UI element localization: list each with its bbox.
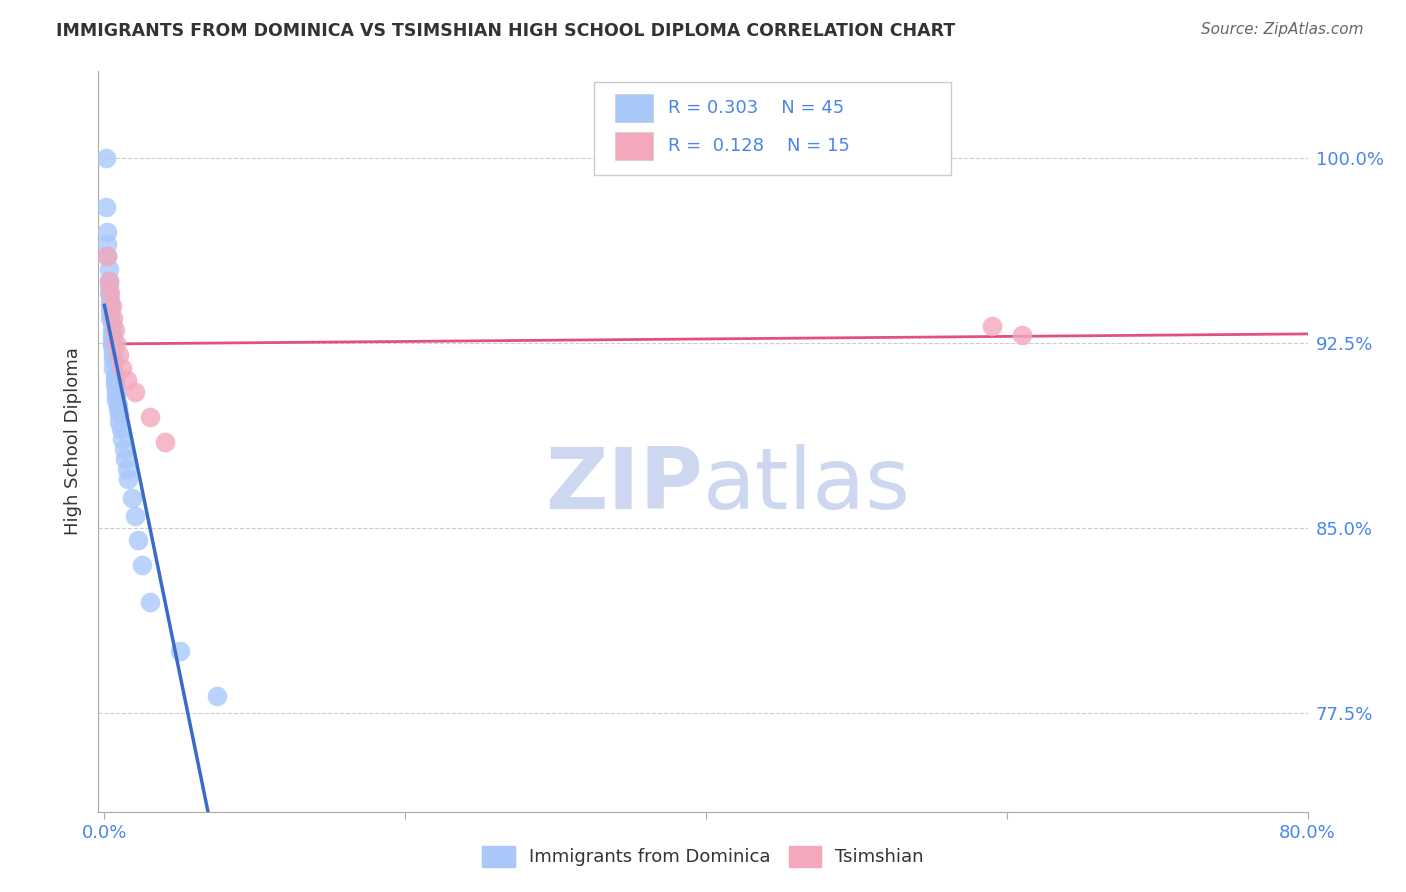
- Text: atlas: atlas: [703, 444, 911, 527]
- Point: [104, 373, 127, 387]
- Point: [121, 491, 143, 506]
- Point: [97, 279, 120, 293]
- Point: [112, 442, 135, 456]
- FancyBboxPatch shape: [614, 132, 654, 161]
- Legend: Immigrants from Dominica, Tsimshian: Immigrants from Dominica, Tsimshian: [475, 838, 931, 874]
- Point: [110, 422, 132, 436]
- Point: [97, 261, 120, 276]
- Point: [104, 323, 127, 337]
- Point: [105, 387, 128, 401]
- Point: [103, 343, 125, 358]
- Point: [131, 558, 153, 572]
- Point: [108, 408, 131, 422]
- Point: [100, 286, 122, 301]
- Point: [114, 451, 136, 466]
- Point: [101, 316, 124, 330]
- Text: ZIP: ZIP: [546, 444, 703, 527]
- Point: [980, 318, 1002, 333]
- Point: [96, 249, 118, 263]
- Y-axis label: High School Diploma: High School Diploma: [65, 348, 83, 535]
- Point: [96, 237, 118, 252]
- Point: [96, 225, 118, 239]
- Point: [1011, 328, 1033, 343]
- Point: [100, 311, 122, 326]
- Point: [117, 471, 139, 485]
- Point: [107, 397, 129, 411]
- Point: [100, 293, 122, 308]
- Point: [115, 373, 138, 387]
- Point: [103, 360, 125, 375]
- Point: [96, 249, 118, 263]
- Point: [101, 328, 124, 343]
- Point: [127, 533, 149, 548]
- Point: [100, 299, 122, 313]
- Point: [153, 434, 176, 449]
- Point: [111, 432, 134, 446]
- Point: [94, 200, 117, 214]
- Point: [97, 274, 120, 288]
- Point: [105, 383, 128, 397]
- Point: [104, 368, 127, 382]
- FancyBboxPatch shape: [614, 94, 654, 121]
- Point: [101, 338, 124, 352]
- Point: [111, 360, 134, 375]
- Point: [100, 303, 122, 318]
- Point: [105, 335, 128, 350]
- FancyBboxPatch shape: [595, 82, 950, 175]
- Point: [107, 402, 129, 417]
- Point: [105, 392, 128, 407]
- Text: Source: ZipAtlas.com: Source: ZipAtlas.com: [1201, 22, 1364, 37]
- Text: R =  0.128    N = 15: R = 0.128 N = 15: [668, 137, 849, 155]
- Point: [97, 286, 120, 301]
- Point: [101, 323, 124, 337]
- Point: [108, 415, 131, 429]
- Text: R = 0.303    N = 45: R = 0.303 N = 45: [668, 99, 844, 117]
- Point: [103, 348, 125, 362]
- Point: [103, 311, 125, 326]
- Point: [138, 595, 160, 609]
- Point: [94, 151, 117, 165]
- Point: [124, 508, 146, 523]
- Point: [108, 348, 131, 362]
- Point: [101, 334, 124, 348]
- Text: IMMIGRANTS FROM DOMINICA VS TSIMSHIAN HIGH SCHOOL DIPLOMA CORRELATION CHART: IMMIGRANTS FROM DOMINICA VS TSIMSHIAN HI…: [56, 22, 956, 40]
- Point: [103, 353, 125, 368]
- Point: [124, 385, 146, 400]
- Point: [169, 644, 191, 658]
- Point: [207, 689, 229, 703]
- Point: [104, 377, 127, 392]
- Point: [115, 461, 138, 475]
- Point: [138, 409, 160, 424]
- Point: [101, 299, 124, 313]
- Point: [97, 274, 120, 288]
